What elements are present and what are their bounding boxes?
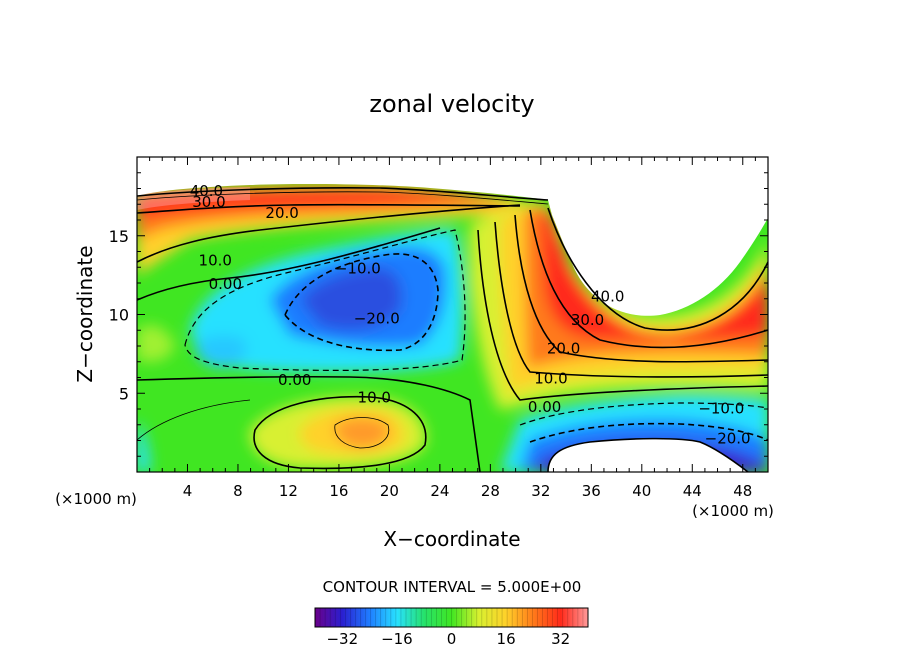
x-axis-label: X−coordinate xyxy=(383,527,520,551)
contour-label: 10.0 xyxy=(358,388,391,406)
contour-label: 10.0 xyxy=(534,370,567,388)
contour-lines xyxy=(137,187,768,472)
x-tick-label: 28 xyxy=(481,482,500,500)
contour-label: −10.0 xyxy=(335,259,381,277)
y-tick-label: 15 xyxy=(109,227,129,246)
x-axis: 4 8 12 16 20 24 28 32 36 40 44 48 xyxy=(149,157,756,500)
contour-label: 30.0 xyxy=(571,311,604,329)
colorbar-tick-label: −16 xyxy=(381,630,413,648)
contour-label: −10.0 xyxy=(698,399,744,417)
x-tick-label: 8 xyxy=(233,482,243,500)
contour-label: 20.0 xyxy=(547,340,580,358)
x-tick-label: 20 xyxy=(380,482,399,500)
colorbar xyxy=(314,607,589,628)
chart-title: zonal velocity xyxy=(369,90,534,118)
contour-label: 40.0 xyxy=(190,182,223,200)
x-tick-label: 32 xyxy=(531,482,550,500)
contour-labels: 40.030.020.010.00.00−10.0−20.00.0010.040… xyxy=(190,182,751,447)
y-axis-label: Z−coordinate xyxy=(73,245,97,382)
x-tick-label: 48 xyxy=(733,482,752,500)
y-tick-label: 10 xyxy=(109,306,129,325)
contour-label: 40.0 xyxy=(591,288,624,306)
x-tick-label: 12 xyxy=(279,482,298,500)
contour-label: 0.00 xyxy=(209,275,242,293)
x-tick-label: 24 xyxy=(430,482,449,500)
x-tick-label: 16 xyxy=(329,482,348,500)
x-tick-label: 4 xyxy=(183,482,193,500)
contour-label: 0.00 xyxy=(528,398,561,416)
x-tick-label: 40 xyxy=(632,482,651,500)
velocity-field xyxy=(137,157,768,472)
contour-label: 30.0 xyxy=(192,193,225,211)
colorbar-ticks: −32 −16 0 16 32 xyxy=(319,608,584,648)
colorbar-tick-label: −32 xyxy=(326,630,358,648)
colorbar-tick-label: 0 xyxy=(447,630,457,648)
colorbar-tick-label: 32 xyxy=(551,630,570,648)
contour-label: −20.0 xyxy=(354,310,400,328)
contour-label: −20.0 xyxy=(705,429,751,447)
contour-label: 10.0 xyxy=(199,251,232,269)
x-unit-note-right: (×1000 m) xyxy=(692,502,774,520)
contour-label: 20.0 xyxy=(265,204,298,222)
contour-interval-text: CONTOUR INTERVAL = 5.000E+00 xyxy=(323,578,582,596)
y-axis: 5 10 15 xyxy=(109,172,768,457)
x-unit-note-left: (×1000 m) xyxy=(55,490,137,508)
contour-label: 0.00 xyxy=(278,371,311,389)
x-tick-label: 44 xyxy=(683,482,702,500)
y-tick-label: 5 xyxy=(119,384,129,403)
colorbar-tick-label: 16 xyxy=(497,630,516,648)
x-tick-label: 36 xyxy=(582,482,601,500)
